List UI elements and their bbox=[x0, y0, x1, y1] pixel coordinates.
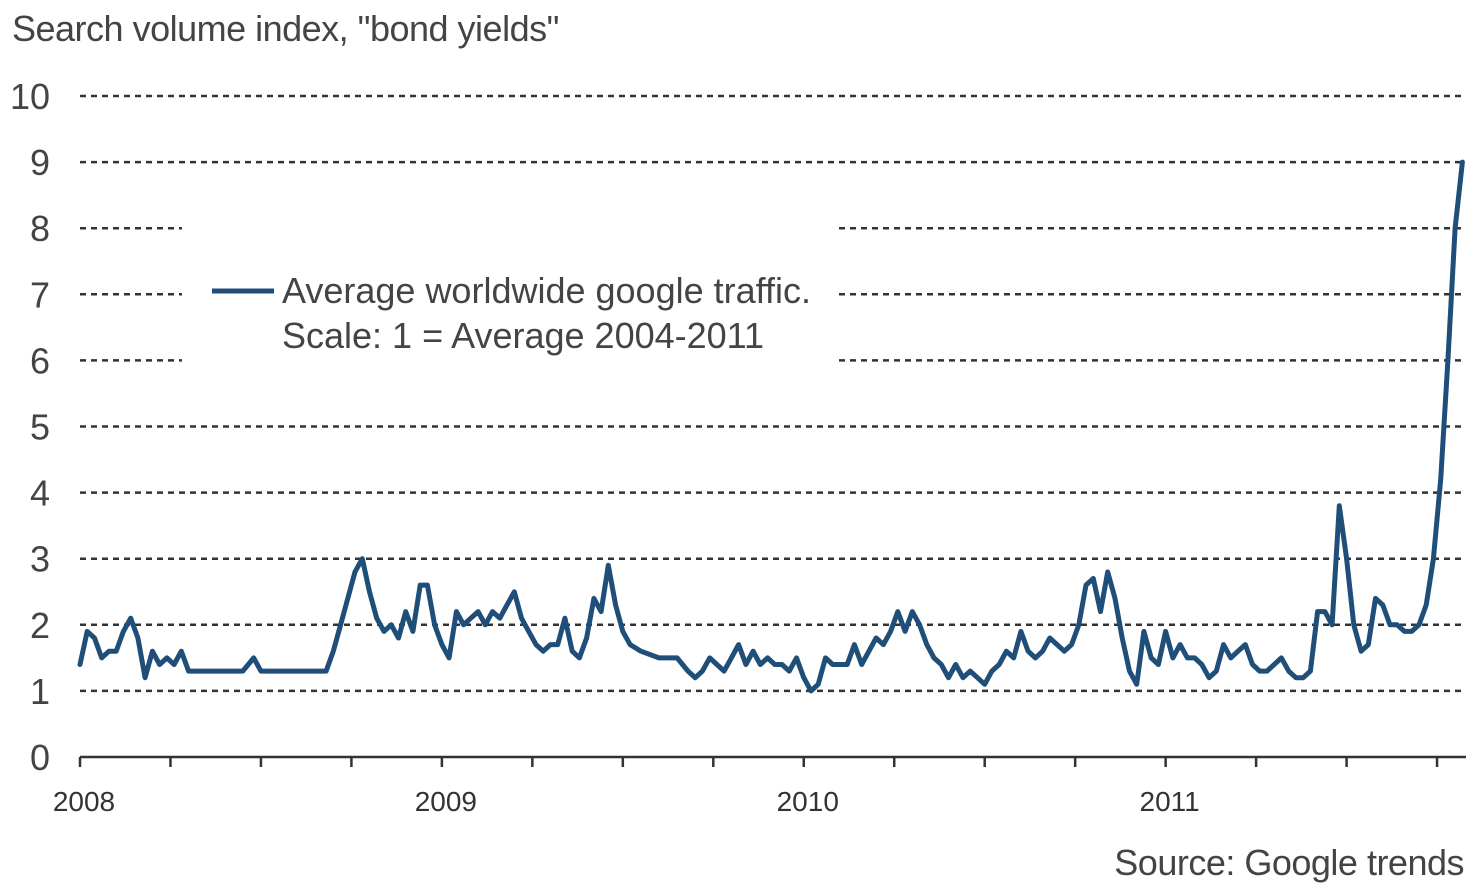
source-note: Source: Google trends bbox=[1114, 842, 1464, 883]
gridlines bbox=[80, 94, 1466, 693]
series-line-0 bbox=[77, 159, 1465, 694]
y-tick-label-3: 3 bbox=[30, 539, 50, 580]
x-tick-label-2011: 2011 bbox=[1140, 786, 1200, 817]
x-axis: 2008 2009 2010 2011 bbox=[53, 755, 1466, 817]
y-tick-label-9: 9 bbox=[30, 142, 50, 183]
legend-label-line-1: Average worldwide google traffic. bbox=[282, 270, 811, 311]
plot-area bbox=[77, 159, 1465, 694]
y-tick-label-2: 2 bbox=[30, 605, 50, 646]
y-tick-label-4: 4 bbox=[30, 473, 50, 514]
y-tick-label-5: 5 bbox=[30, 407, 50, 448]
y-tick-label-0: 0 bbox=[30, 737, 50, 778]
x-tick-label-2010: 2010 bbox=[777, 786, 839, 817]
y-tick-label-1: 1 bbox=[30, 671, 50, 712]
legend-label-line-2: Scale: 1 = Average 2004-2011 bbox=[282, 315, 764, 356]
legend-background bbox=[182, 196, 837, 386]
legend: Average worldwide google traffic. Scale:… bbox=[212, 270, 811, 356]
x-tick-label-2008: 2008 bbox=[53, 786, 115, 817]
y-tick-label-8: 8 bbox=[30, 208, 50, 249]
y-axis: 0 1 2 3 4 5 6 7 8 9 10 bbox=[10, 76, 50, 778]
y-tick-label-10: 10 bbox=[10, 76, 50, 117]
x-tick-label-2009: 2009 bbox=[415, 786, 477, 817]
chart-title: Search volume index, "bond yields" bbox=[12, 8, 559, 49]
y-tick-label-6: 6 bbox=[30, 340, 50, 381]
y-tick-label-7: 7 bbox=[30, 274, 50, 315]
